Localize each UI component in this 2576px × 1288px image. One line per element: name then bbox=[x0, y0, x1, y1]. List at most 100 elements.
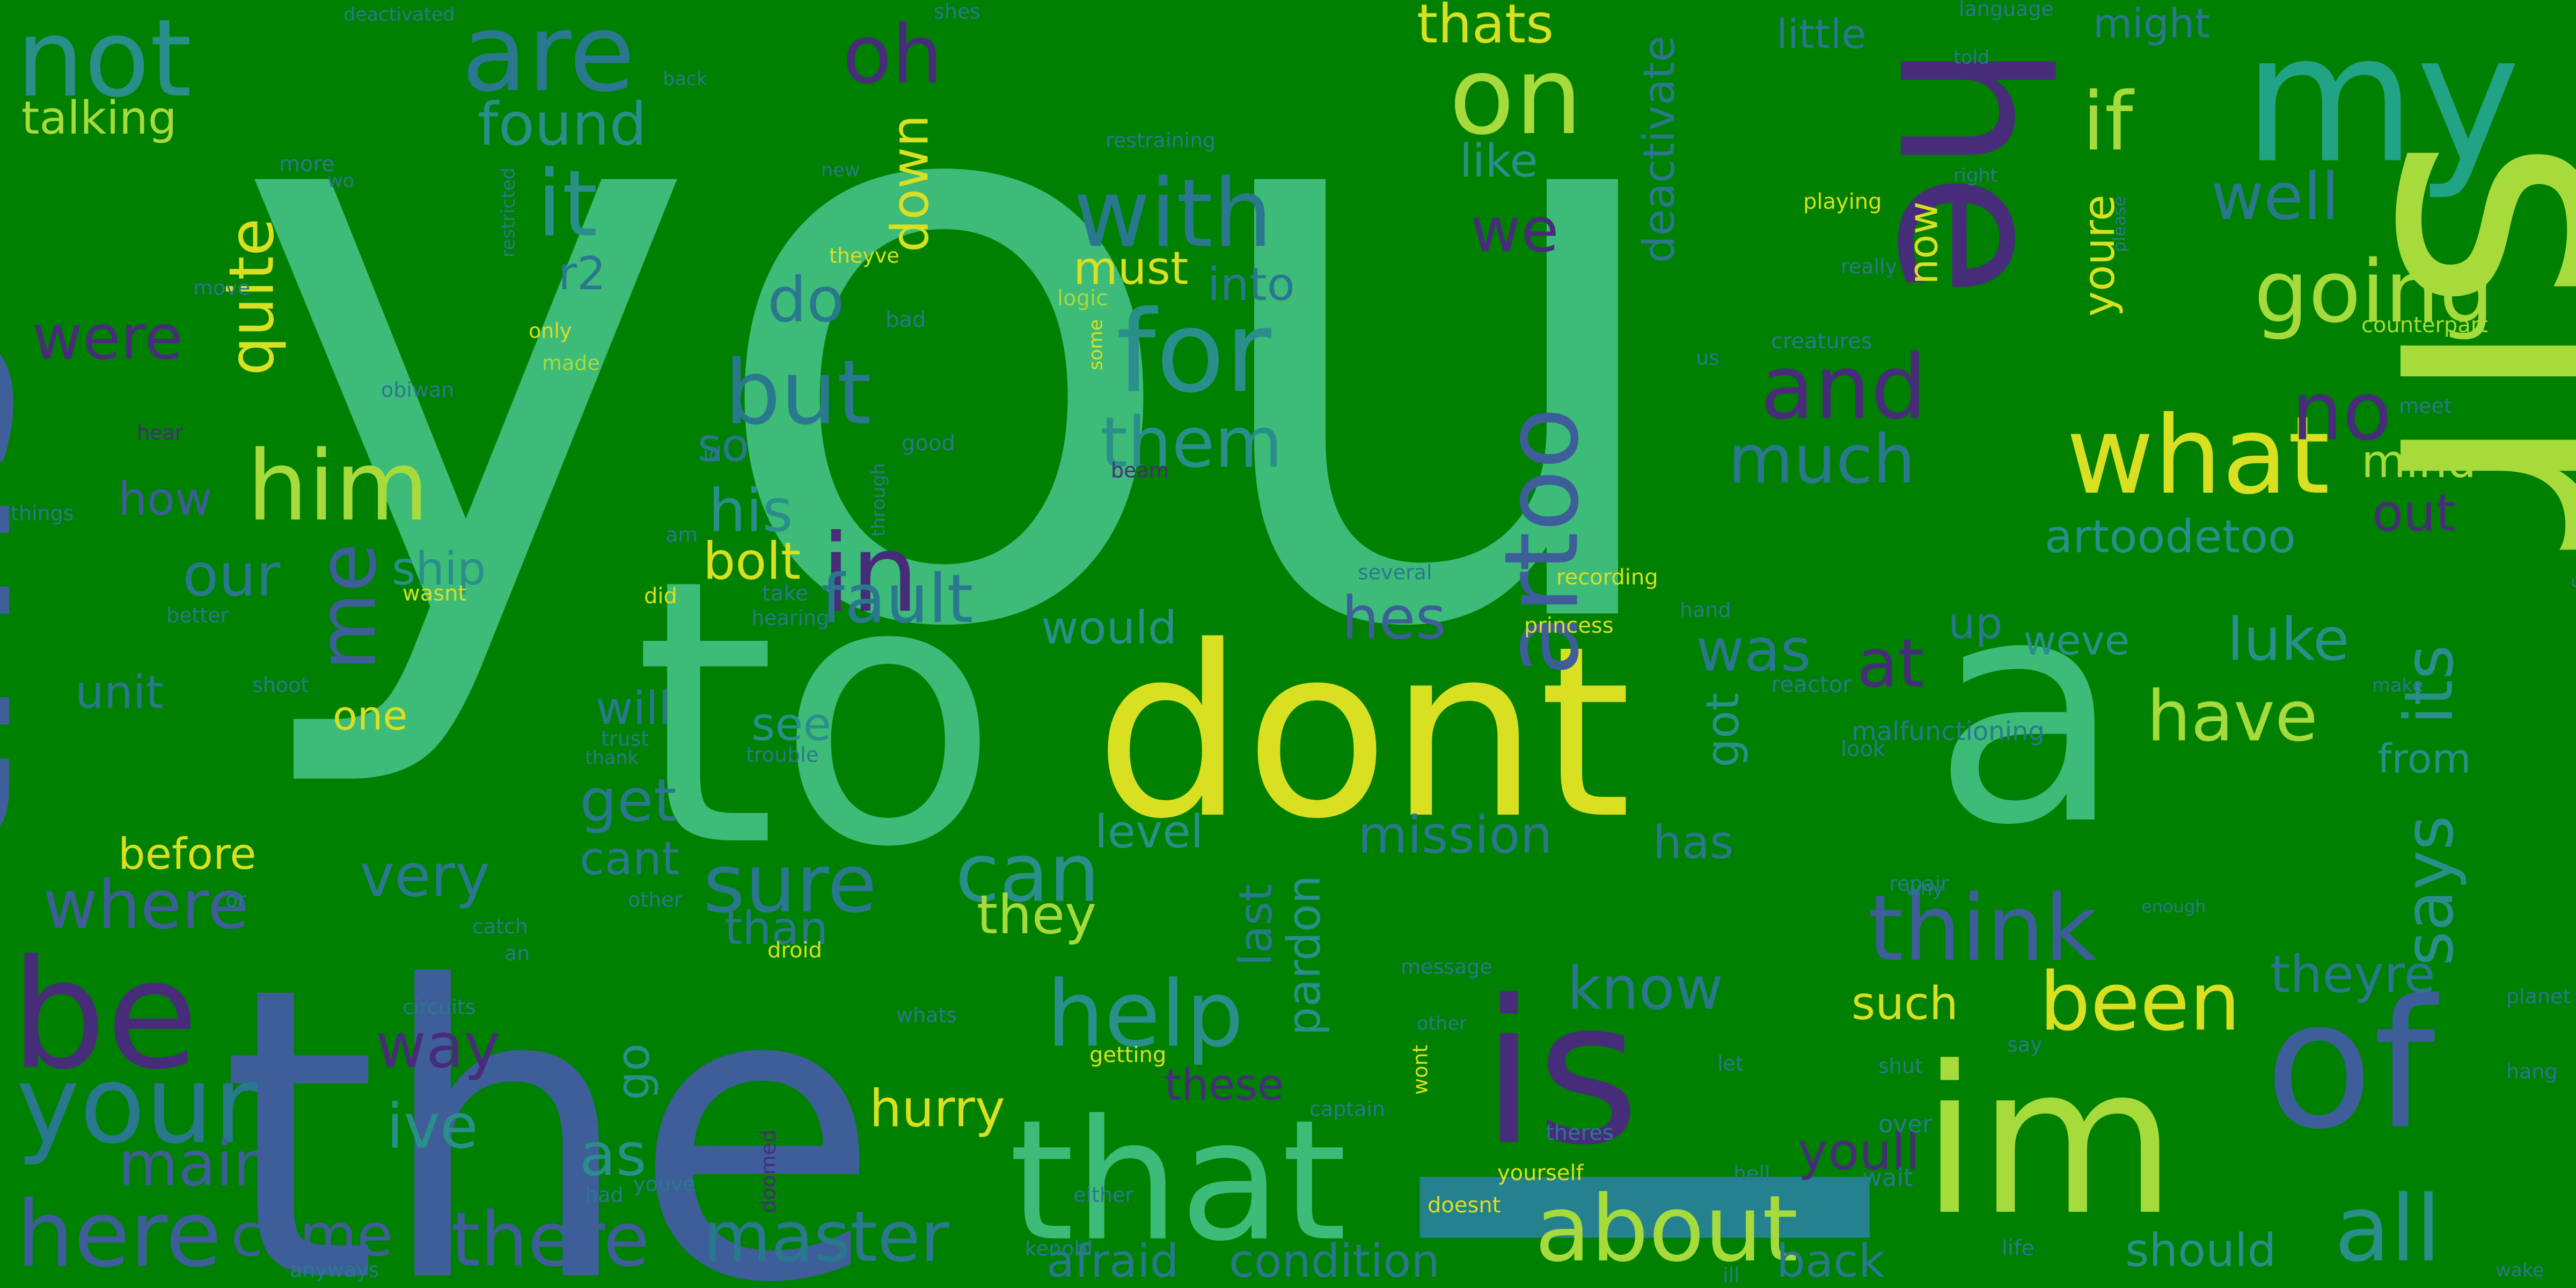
word-youll: youll bbox=[1798, 1122, 1920, 1182]
word-dont: dont bbox=[1095, 596, 1631, 870]
word-such: such bbox=[1851, 977, 1958, 1030]
word-whats: whats bbox=[896, 1003, 957, 1027]
word-theyre: theyre bbox=[2270, 945, 2435, 1005]
word-move: move bbox=[193, 276, 251, 300]
word-master: master bbox=[703, 1196, 949, 1278]
word-think: think bbox=[1868, 875, 2097, 982]
word-says: says bbox=[2390, 815, 2468, 966]
word-where: where bbox=[43, 866, 249, 944]
word-please: please bbox=[2109, 196, 2129, 252]
word-good: good bbox=[902, 431, 955, 456]
word-cant: cant bbox=[580, 832, 680, 885]
word-how: how bbox=[118, 472, 213, 526]
word-one: one bbox=[333, 692, 408, 740]
word-back: back bbox=[663, 68, 708, 90]
word-beam: beam bbox=[1111, 458, 1169, 482]
word-ive: ive bbox=[386, 1091, 478, 1163]
word-doesnt: doesnt bbox=[1428, 1193, 1501, 1218]
word-well: well bbox=[2211, 160, 2339, 235]
word-counterpart: counterpart bbox=[2361, 313, 2488, 338]
word-right: right bbox=[1953, 165, 1998, 187]
word-way: way bbox=[376, 1010, 501, 1082]
word-with: with bbox=[1073, 159, 1273, 269]
word-ship: ship bbox=[392, 542, 486, 596]
word-it: it bbox=[537, 151, 598, 258]
word-sure: sure bbox=[703, 837, 877, 931]
word-up: up bbox=[1948, 598, 2003, 648]
word-main: main bbox=[118, 1128, 273, 1201]
word-weve: weve bbox=[2023, 617, 2130, 664]
word-repair: repair bbox=[1889, 872, 1949, 896]
word-for: for bbox=[1116, 286, 1271, 418]
word-luke: luke bbox=[2227, 605, 2350, 674]
word-been: been bbox=[2039, 955, 2241, 1049]
word-either: either bbox=[1073, 1183, 1133, 1207]
word-would: would bbox=[1041, 601, 1177, 655]
word-thats: thats bbox=[1417, 0, 1554, 55]
word-fault: fault bbox=[821, 560, 974, 638]
word-over: over bbox=[1878, 1109, 1933, 1138]
word-language: language bbox=[1959, 0, 2054, 21]
word-out: out bbox=[2372, 484, 2456, 543]
word-his: his bbox=[708, 476, 793, 545]
word-but: but bbox=[724, 341, 872, 444]
word-about: about bbox=[1535, 1176, 1798, 1283]
word-condition: condition bbox=[1229, 1234, 1440, 1288]
word-go: go bbox=[606, 1043, 660, 1100]
word-new: new bbox=[821, 159, 860, 181]
word-logic: logic bbox=[1057, 286, 1108, 311]
word-doomed: doomed bbox=[756, 1129, 780, 1213]
word-last: last bbox=[1229, 883, 1283, 966]
word-theres: theres bbox=[1546, 1121, 1614, 1145]
word-back: back bbox=[1776, 1234, 1885, 1288]
word-come: come bbox=[231, 1201, 393, 1270]
word-made: made bbox=[542, 351, 600, 375]
word-should: should bbox=[2125, 1224, 2277, 1277]
word-several: several bbox=[1358, 560, 1432, 584]
word-can: can bbox=[955, 826, 1100, 920]
word-reactor: reactor bbox=[1771, 671, 1852, 698]
word-before: before bbox=[118, 829, 257, 879]
word-of: of bbox=[2265, 962, 2436, 1168]
word-at: at bbox=[1857, 624, 1924, 702]
word-im: im bbox=[1921, 1022, 2177, 1260]
word-trouble: trouble bbox=[746, 743, 819, 767]
word-hurry: hurry bbox=[869, 1079, 1006, 1139]
word-hes: hes bbox=[1342, 583, 1446, 653]
word-wait: wait bbox=[1862, 1163, 1913, 1192]
word-restricted: restricted bbox=[497, 167, 519, 258]
word-see: see bbox=[751, 698, 831, 751]
word-did: did bbox=[644, 584, 677, 609]
word-make: make bbox=[2372, 675, 2424, 697]
word-a: a bbox=[1932, 531, 2123, 893]
word-found: found bbox=[478, 90, 647, 159]
word-restraining: restraining bbox=[1106, 128, 1216, 152]
word-our: our bbox=[182, 540, 281, 610]
word-deactivated: deactivated bbox=[343, 4, 455, 26]
word-us: us bbox=[1696, 346, 1719, 370]
word-obiwan: obiwan bbox=[381, 378, 455, 402]
word-life: life bbox=[2002, 1236, 2035, 1261]
word-catch: catch bbox=[472, 914, 529, 939]
word-must: must bbox=[1073, 241, 1189, 295]
word-into: into bbox=[1208, 258, 1295, 311]
word-better: better bbox=[166, 603, 229, 627]
word-r2: r2 bbox=[558, 247, 606, 301]
word-no: no bbox=[2292, 365, 2392, 459]
word-this: this bbox=[0, 321, 80, 869]
word-an: an bbox=[504, 941, 530, 965]
word-the: the bbox=[220, 902, 881, 1288]
word-more: more bbox=[279, 152, 335, 177]
word-wo: wo bbox=[327, 170, 355, 192]
word-creatures: creatures bbox=[1771, 329, 1872, 354]
word-had: had bbox=[585, 1183, 624, 1207]
word-some: some bbox=[1085, 319, 1107, 370]
word-circuits: circuits bbox=[402, 995, 476, 1019]
word-kenobi: kenobi bbox=[1025, 1236, 1093, 1261]
word-wasnt: wasnt bbox=[402, 581, 467, 606]
word-on: on bbox=[1449, 34, 1583, 159]
word-all: all bbox=[2334, 1176, 2441, 1283]
word-might: might bbox=[2093, 0, 2211, 47]
word-or: or bbox=[225, 888, 246, 912]
